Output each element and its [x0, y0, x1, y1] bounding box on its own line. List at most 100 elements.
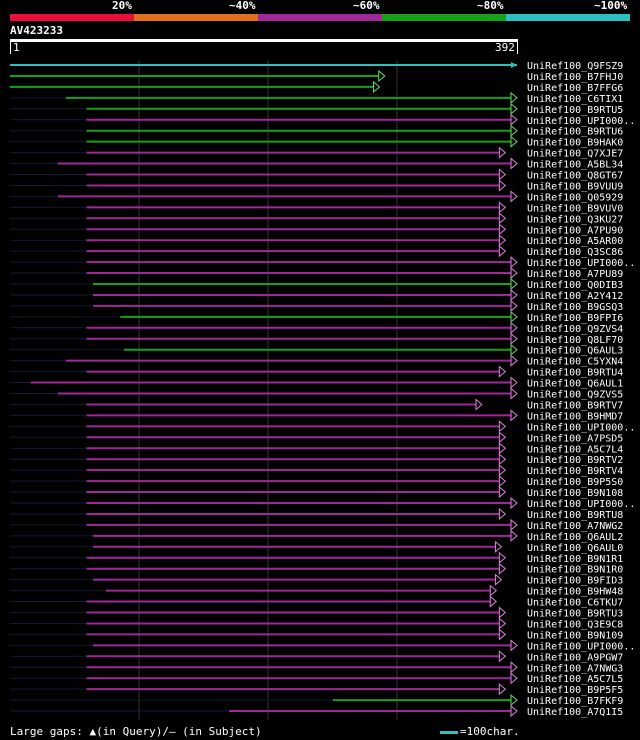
- hit-arrow: [510, 332, 518, 345]
- hit-arrow: [498, 464, 507, 477]
- scale-band-20: [10, 14, 134, 21]
- hit-arrow: [510, 190, 518, 203]
- hit-arrow: [489, 584, 498, 597]
- query-start: 1: [13, 41, 20, 54]
- hit-label: UniRef100_A7NWG3: [527, 663, 623, 674]
- hit-label: UniRef100_B9N108: [527, 488, 623, 499]
- hit-label: UniRef100_A2Y412: [527, 291, 623, 302]
- hit-arrow: [498, 551, 507, 564]
- scale-label-60: ~60%: [353, 0, 380, 12]
- hit-label: UniRef100_B9VUV0: [527, 203, 623, 214]
- hit-label: UniRef100_A7Q1I5: [527, 707, 623, 718]
- hit-arrow: [510, 266, 518, 280]
- hit-label: UniRef100_A7PU89: [527, 269, 623, 280]
- hit-arrow: [498, 628, 507, 641]
- hit-label: UniRef100_B9P5F5: [527, 685, 623, 696]
- hit-label: UniRef100_Q6AUL3: [527, 346, 623, 357]
- hit-arrow: [498, 431, 507, 444]
- hit-arrow: [510, 288, 518, 302]
- hit-arrow: [498, 683, 507, 696]
- hit-arrow: [498, 442, 507, 455]
- hit-arrow: [494, 573, 503, 586]
- scale-key: =100char.: [440, 726, 520, 738]
- hit-arrow: [510, 102, 518, 115]
- hit-arrow: [498, 420, 507, 433]
- ruler-end-tick: [517, 39, 518, 54]
- hit-label: UniRef100_B7FHJ0: [527, 72, 623, 83]
- hit-arrow: [510, 529, 518, 542]
- hit-label: UniRef100_B9P5S0: [527, 477, 623, 488]
- hit-arrow: [498, 475, 507, 488]
- hit-arrow: [510, 672, 518, 685]
- hit-label: UniRef100_B9N1R1: [527, 554, 623, 565]
- hit-label: UniRef100_UPI000..: [527, 258, 635, 269]
- hit-label: UniRef100_B9FPI6: [527, 313, 623, 324]
- hit-label: UniRef100_Q9FSZ9: [527, 61, 623, 72]
- hit-arrow: [498, 365, 507, 378]
- hit-arrow: [498, 223, 507, 236]
- hit-arrow: [510, 135, 518, 148]
- hit-arrow: [510, 694, 518, 707]
- hit-arrow: [510, 661, 518, 674]
- hit-label: UniRef100_Q05929: [527, 192, 623, 203]
- hit-label: UniRef100_Q6AUL0: [527, 543, 623, 554]
- hit-label: UniRef100_B9RTU3: [527, 609, 623, 620]
- hit-label: UniRef100_UPI000..: [527, 641, 635, 652]
- query-id: AV423233: [10, 24, 63, 37]
- hit-label: UniRef100_A7PSD5: [527, 433, 623, 444]
- hit-arrow: [498, 234, 507, 247]
- scale-label-20: 20%: [112, 0, 132, 12]
- hit-arrow: [498, 606, 507, 619]
- hit-arrow: [510, 321, 518, 334]
- hit-arrow: [498, 617, 507, 630]
- scale-band-60: [258, 14, 382, 21]
- hit-label: UniRef100_B9N1R0: [527, 565, 623, 576]
- hit-arrow: [498, 212, 507, 225]
- hit-arrow: [510, 639, 518, 652]
- scale-key-label: =100char.: [460, 725, 520, 738]
- scale-band-80: [382, 14, 506, 21]
- hit-label: UniRef100_B9N109: [527, 630, 623, 641]
- hit-label: UniRef100_UPI000..: [527, 116, 635, 127]
- hit-label: UniRef100_C6TIX1: [527, 94, 623, 105]
- hit-arrow: [494, 540, 503, 553]
- hit-arrow: [511, 62, 517, 68]
- hit-arrow: [489, 595, 498, 608]
- identity-scale: 20% ~40% ~60% ~80% ~100%: [0, 0, 640, 22]
- hit-arrow: [510, 354, 518, 367]
- hit-label: UniRef100_C5YXN4: [527, 357, 623, 368]
- scale-label-80: ~80%: [477, 0, 504, 12]
- hit-label: UniRef100_Q8LF70: [527, 335, 623, 346]
- hit-label: UniRef100_B9RTU5: [527, 105, 623, 116]
- scale-band-100: [506, 14, 630, 21]
- hit-arrow: [498, 507, 507, 521]
- hit-label: UniRef100_C6TKU7: [527, 598, 623, 609]
- hit-label: UniRef100_B9VUU9: [527, 181, 623, 192]
- hit-label: UniRef100_Q7XJE7: [527, 149, 623, 160]
- hit-label: UniRef100_UPI000..: [527, 422, 635, 433]
- hit-label: UniRef100_Q9ZVS4: [527, 324, 623, 335]
- hit-arrow: [498, 168, 507, 181]
- hit-label: UniRef100_Q6AUL1: [527, 379, 623, 390]
- hit-label: UniRef100_A5AR00: [527, 236, 623, 247]
- gap-legend: Large gaps: ▲(in Query)/— (in Subject): [10, 725, 262, 738]
- hit-arrow: [510, 299, 518, 312]
- hit-arrow: [510, 704, 518, 718]
- hit-label: UniRef100_A5C7L4: [527, 444, 623, 455]
- hit-arrow: [510, 518, 518, 531]
- hit-label: UniRef100_Q6AUL2: [527, 532, 623, 543]
- hit-label: UniRef100_A5BL34: [527, 160, 623, 171]
- hit-arrow: [475, 398, 483, 411]
- hit-arrow: [498, 650, 507, 663]
- hit-arrow: [498, 179, 507, 192]
- hit-label: UniRef100_Q3E9C8: [527, 619, 623, 630]
- scale-band-40: [134, 14, 258, 21]
- hit-label: UniRef100_B9HAK0: [527, 138, 623, 149]
- hit-arrow: [498, 562, 507, 575]
- hit-arrow: [498, 453, 507, 466]
- hit-label: UniRef100_Q0DIB3: [527, 280, 623, 291]
- hit-arrow: [498, 201, 507, 214]
- hit-label: UniRef100_B9HMD7: [527, 411, 623, 422]
- hit-label: UniRef100_B7FFG6: [527, 83, 623, 94]
- hit-label: UniRef100_B9RTV4: [527, 466, 623, 477]
